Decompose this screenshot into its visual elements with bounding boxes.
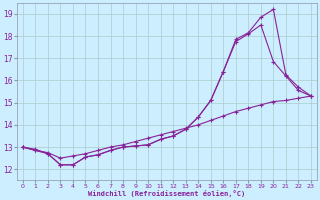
X-axis label: Windchill (Refroidissement éolien,°C): Windchill (Refroidissement éolien,°C)	[88, 190, 245, 197]
